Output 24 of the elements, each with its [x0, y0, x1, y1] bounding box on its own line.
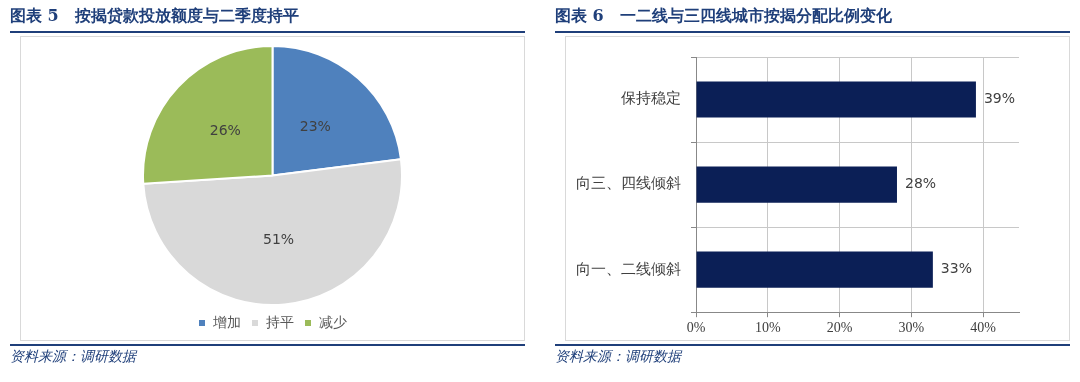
- text: 资料来源：调研数据: [555, 348, 684, 366]
- data-label: 26%: [209, 121, 241, 138]
- x-tick-label: 30%: [898, 320, 925, 336]
- legend-label: 减少: [319, 313, 347, 330]
- y-tick-label: 向三、四线倾斜: [576, 174, 681, 193]
- x-tick-label: 10%: [754, 320, 781, 336]
- chart-title: 图表 6 一二线与三四线城市按揭分配比例变化: [555, 0, 1070, 33]
- bar: [696, 166, 897, 203]
- data-label: 39%: [983, 90, 1016, 107]
- bar: [696, 81, 976, 118]
- legend-label: 增加: [212, 313, 241, 330]
- data-label: 33%: [940, 260, 972, 277]
- chart-title: 图表 5 按揭贷款投放额度与二季度持平: [10, 0, 525, 33]
- data-label: 28%: [904, 175, 937, 192]
- bar: [696, 251, 933, 288]
- x-tick-label: 40%: [970, 320, 997, 336]
- text: 资料来源：调研数据: [10, 348, 139, 366]
- data-label: 23%: [299, 117, 331, 134]
- y-tick-label: 向一、二线倾斜: [576, 259, 681, 278]
- x-tick-label: 20%: [826, 320, 853, 336]
- data-label: 51%: [263, 230, 295, 247]
- x-tick-label: 0%: [686, 320, 706, 336]
- legend-label: 持平: [266, 313, 294, 330]
- y-tick-label: 保持稳定: [621, 89, 681, 108]
